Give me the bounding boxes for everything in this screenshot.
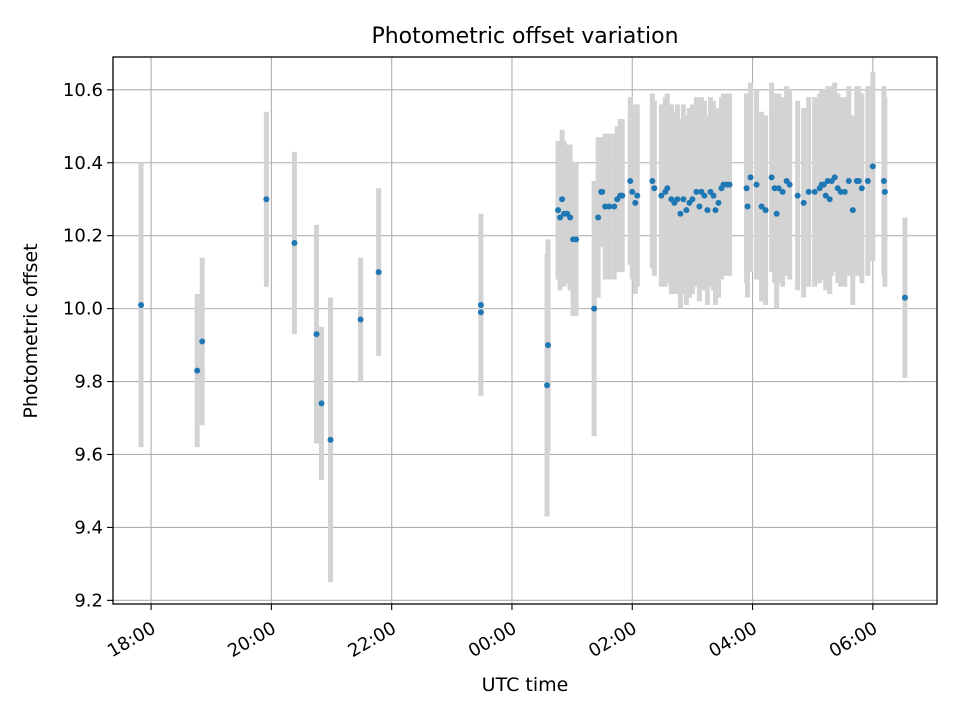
data-point <box>831 174 838 181</box>
x-axis-label: UTC time <box>482 674 569 696</box>
data-point <box>559 196 566 203</box>
data-point <box>357 316 364 323</box>
data-point <box>858 185 865 192</box>
data-point <box>693 188 700 195</box>
data-point <box>313 331 320 338</box>
data-point <box>477 309 484 316</box>
data-point <box>747 174 754 181</box>
data-point <box>573 236 580 243</box>
data-point <box>779 188 786 195</box>
chart-title: Photometric offset variation <box>371 24 678 49</box>
data-point <box>753 181 760 188</box>
data-point <box>545 342 552 349</box>
data-point <box>606 203 613 210</box>
y-tick-label: 10.6 <box>63 80 103 101</box>
data-point <box>762 207 769 214</box>
data-point <box>291 239 298 246</box>
data-point <box>627 177 634 184</box>
data-point <box>726 181 733 188</box>
data-point <box>841 188 848 195</box>
data-point <box>619 192 626 199</box>
data-point <box>800 199 807 206</box>
data-point <box>826 196 833 203</box>
grid-lines <box>113 57 937 604</box>
data-point <box>318 400 325 407</box>
y-tick-label: 9.8 <box>74 372 103 393</box>
y-tick-label: 10.4 <box>63 153 103 174</box>
y-tick-label: 9.6 <box>74 444 103 465</box>
data-point <box>710 192 717 199</box>
data-point <box>696 203 703 210</box>
data-point <box>704 207 711 214</box>
data-point <box>680 196 687 203</box>
data-point <box>629 188 636 195</box>
data-point <box>805 188 812 195</box>
data-point <box>664 185 671 192</box>
data-point <box>555 207 562 214</box>
data-point <box>477 301 484 308</box>
data-point <box>375 269 382 276</box>
data-point <box>611 203 618 210</box>
data-point <box>701 192 708 199</box>
data-point <box>544 382 551 389</box>
data-point <box>855 177 862 184</box>
data-point <box>822 192 829 199</box>
data-point <box>758 203 765 210</box>
data-point <box>194 367 201 374</box>
y-axis-ticks: 9.2 9.4 9.6 9.8 10.0 10.2 10.4 10.6 <box>63 80 113 611</box>
data-point <box>591 305 598 312</box>
data-point <box>263 196 270 203</box>
data-point <box>649 177 656 184</box>
data-point <box>901 294 908 301</box>
y-tick-label: 10.2 <box>63 226 103 247</box>
data-point <box>786 181 793 188</box>
plot-frame <box>112 56 938 605</box>
data-point <box>595 214 602 221</box>
data-point <box>849 207 856 214</box>
data-point <box>557 214 564 221</box>
data-point <box>658 192 665 199</box>
data-point <box>712 207 719 214</box>
y-tick-label: 10.0 <box>63 299 103 320</box>
data-points <box>138 163 908 443</box>
data-point <box>773 210 780 217</box>
data-point <box>689 196 696 203</box>
data-point <box>199 338 206 345</box>
data-point <box>768 174 775 181</box>
data-point <box>811 188 818 195</box>
y-axis-label: Photometric offset <box>20 243 42 418</box>
data-point <box>864 177 871 184</box>
data-point <box>794 192 801 199</box>
data-point <box>683 207 690 214</box>
data-point <box>744 203 751 210</box>
y-tick-label: 9.4 <box>74 517 103 538</box>
data-point <box>138 301 145 308</box>
data-point <box>327 436 334 443</box>
data-point <box>881 188 888 195</box>
data-point <box>599 188 606 195</box>
data-point <box>743 185 750 192</box>
data-point <box>567 214 574 221</box>
data-point <box>674 196 681 203</box>
y-tick-label: 9.2 <box>74 590 103 611</box>
data-point <box>869 163 876 170</box>
data-point <box>880 177 887 184</box>
data-point <box>632 199 639 206</box>
data-point <box>820 181 827 188</box>
data-point <box>634 192 641 199</box>
data-point <box>715 199 722 206</box>
data-point <box>651 185 658 192</box>
data-point <box>775 185 782 192</box>
data-point <box>677 210 684 217</box>
data-point <box>845 177 852 184</box>
